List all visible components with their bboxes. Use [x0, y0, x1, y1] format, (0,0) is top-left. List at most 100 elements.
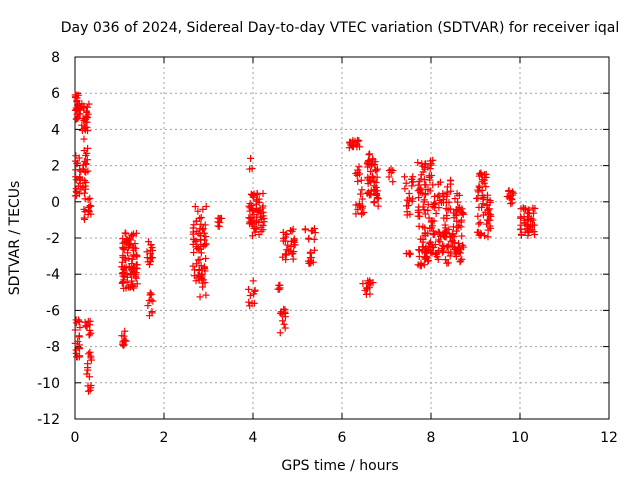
data-point: [423, 252, 431, 260]
data-point: [71, 192, 79, 200]
data-point: [83, 322, 91, 330]
data-point: [87, 352, 95, 360]
data-point: [373, 173, 381, 181]
data-point: [439, 242, 447, 250]
data-point: [530, 228, 538, 236]
data-point: [426, 187, 434, 195]
data-point: [427, 160, 435, 168]
y-tick-label: 6: [51, 86, 60, 102]
y-tick-label: -8: [46, 340, 60, 356]
data-point: [73, 110, 81, 118]
data-point: [124, 249, 132, 257]
data-point: [71, 91, 79, 99]
data-point: [414, 181, 422, 189]
data-point: [524, 226, 532, 234]
data-point: [403, 196, 411, 204]
data-point: [71, 339, 79, 347]
data-point: [72, 166, 80, 174]
y-tick-label: 2: [51, 159, 60, 175]
y-tick-label: -2: [46, 231, 60, 247]
data-point: [197, 220, 205, 228]
data-point: [122, 230, 130, 238]
data-point: [305, 235, 313, 243]
data-point: [403, 211, 411, 219]
data-point: [275, 281, 283, 289]
data-point: [252, 204, 260, 212]
data-point: [80, 135, 88, 143]
data-point: [457, 216, 465, 224]
y-tick-label: 4: [51, 122, 60, 138]
data-point: [127, 283, 135, 291]
data-point: [87, 210, 95, 218]
data-point: [245, 285, 253, 293]
data-point: [402, 179, 410, 187]
data-point: [197, 240, 205, 248]
data-point: [118, 263, 126, 271]
data-point: [120, 276, 128, 284]
data-point: [250, 290, 258, 298]
data-point: [437, 198, 445, 206]
data-point: [349, 139, 357, 147]
data-point: [374, 202, 382, 210]
data-point: [421, 210, 429, 218]
data-point: [84, 360, 92, 368]
data-point: [201, 241, 209, 249]
data-point: [419, 203, 427, 211]
data-point: [193, 227, 201, 235]
data-point: [525, 210, 533, 218]
data-point: [434, 193, 442, 201]
data-point: [73, 353, 81, 361]
data-point: [430, 243, 438, 251]
data-point: [363, 189, 371, 197]
data-point: [85, 331, 93, 339]
data-point: [438, 248, 446, 256]
data-point: [450, 232, 458, 240]
data-point: [199, 205, 207, 213]
data-point: [509, 189, 517, 197]
data-point: [195, 266, 203, 274]
data-point: [121, 254, 129, 262]
data-point: [144, 238, 152, 246]
data-point: [414, 261, 422, 269]
data-point: [524, 209, 532, 217]
data-point: [86, 202, 94, 210]
data-point: [453, 217, 461, 225]
data-point: [119, 235, 127, 243]
data-point: [84, 317, 92, 325]
data-point: [457, 257, 465, 265]
data-point: [247, 154, 255, 162]
data-point: [304, 257, 312, 265]
data-point: [246, 207, 254, 215]
data-point: [434, 180, 442, 188]
x-tick-label: 8: [427, 430, 436, 446]
data-point: [190, 249, 198, 257]
data-point: [475, 220, 483, 228]
data-point: [358, 195, 366, 203]
data-point: [458, 205, 466, 213]
data-point: [253, 197, 261, 205]
data-point: [364, 180, 372, 188]
data-point: [455, 191, 463, 199]
data-points: [71, 91, 539, 395]
data-point: [406, 250, 414, 258]
data-point: [127, 236, 135, 244]
x-axis-label: GPS time / hours: [281, 458, 398, 474]
data-point: [75, 341, 83, 349]
data-point: [419, 238, 427, 246]
data-point: [507, 195, 515, 203]
data-point: [202, 255, 210, 263]
data-point: [482, 183, 490, 191]
data-point: [84, 144, 92, 152]
data-point: [508, 199, 516, 207]
data-point: [196, 293, 204, 301]
data-point: [355, 163, 363, 171]
data-point: [84, 110, 92, 118]
data-point: [357, 176, 365, 184]
data-point: [288, 238, 296, 246]
data-point: [352, 210, 360, 218]
data-point: [431, 250, 439, 258]
data-point: [75, 105, 83, 113]
data-point: [429, 181, 437, 189]
data-point: [76, 176, 84, 184]
data-point: [251, 228, 259, 236]
